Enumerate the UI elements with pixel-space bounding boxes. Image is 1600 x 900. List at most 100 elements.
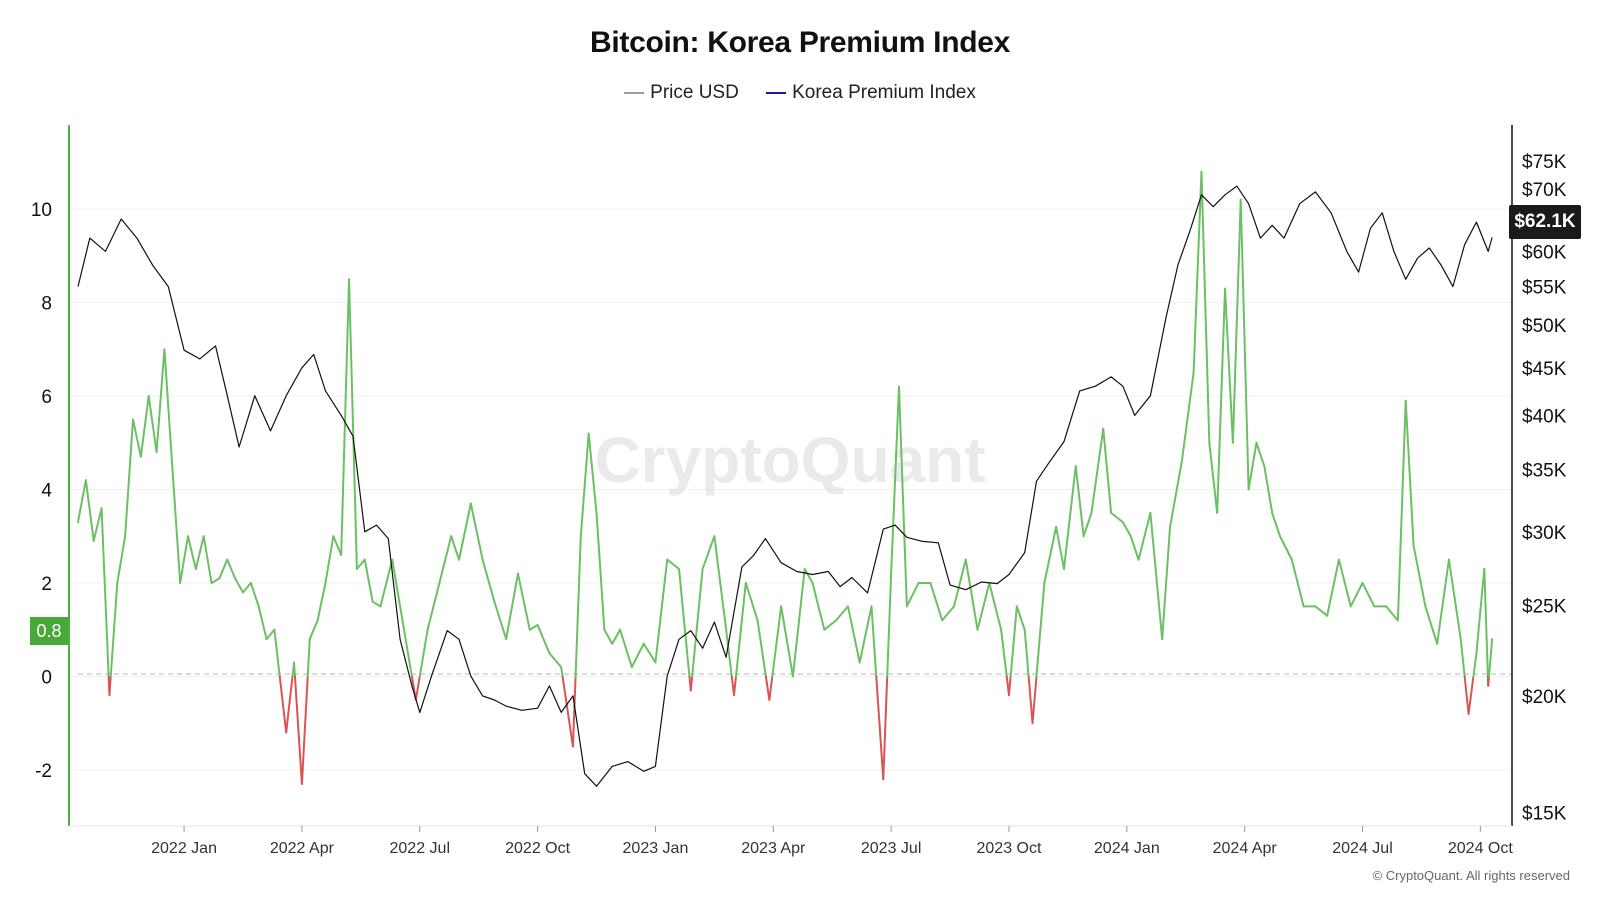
premium-index-segment [1463, 675, 1470, 715]
right-axis-tick-label: $55K [1522, 278, 1567, 299]
premium-index-segment [1349, 581, 1364, 608]
premium-index-segment [571, 675, 577, 748]
legend-swatch-premium [766, 92, 787, 94]
premium-index-segment [1361, 581, 1376, 608]
premium-index-segment [109, 581, 119, 678]
premium-index-segment [1396, 399, 1407, 622]
x-axis-tick-label: 2022 Jan [151, 840, 217, 857]
premium-index-segment [363, 558, 374, 603]
legend-item-premium[interactable]: Korea Premium Index [766, 82, 976, 104]
premium-index-segment [701, 535, 716, 570]
premium-index-segment [147, 395, 158, 454]
premium-index-segment [733, 675, 737, 697]
premium-index-segment [379, 558, 394, 608]
legend-label-price: Price USD [650, 82, 739, 103]
premium-index-segment [678, 567, 691, 678]
x-axis-tick-label: 2024 Apr [1213, 840, 1278, 857]
left-axis-tick-label: -2 [35, 761, 52, 782]
premium-index-segment [505, 572, 519, 641]
premium-index-segment [561, 675, 574, 748]
premium-index-segment [194, 535, 205, 570]
premium-index-segment [1447, 558, 1462, 641]
premium-index-segment [77, 479, 87, 524]
premium-index-segment [595, 511, 606, 631]
right-axis-tick-label: $40K [1522, 406, 1567, 427]
premium-index-segment [171, 465, 182, 584]
premium-index-segment [560, 666, 564, 678]
premium-index-segment [308, 619, 319, 641]
chart-title: Bitcoin: Korea Premium Index [589, 26, 1011, 59]
premium-index-segment [293, 661, 296, 678]
x-axis-tick-label: 2024 Jan [1094, 840, 1160, 857]
premium-index-segment [300, 675, 309, 785]
left-axis-tick-label: 4 [41, 481, 52, 502]
premium-index-segment [139, 395, 150, 458]
legend-swatch-price [624, 92, 645, 94]
premium-index-segment [226, 558, 237, 580]
premium-index-segment [1000, 628, 1008, 678]
left-axis-tick-label: 6 [41, 387, 52, 408]
premium-index-segment [481, 558, 496, 603]
premium-index-segment [791, 567, 806, 678]
premium-index-segment [823, 619, 838, 631]
premium-index-segment [1412, 544, 1427, 608]
premium-index-segment [426, 581, 441, 631]
premium-index-segment [116, 535, 127, 584]
right-axis-tick-label: $70K [1522, 180, 1567, 201]
premium-index-segment [642, 642, 657, 664]
premium-index-segment [1082, 511, 1093, 538]
premium-index-segment [691, 567, 704, 678]
premium-index-segment [929, 581, 944, 622]
premium-index-segment [666, 558, 681, 570]
premium-index-segment [1121, 521, 1132, 538]
premium-index-segment [905, 581, 920, 608]
premium-index-segment [611, 628, 622, 645]
premium-index-segment [1161, 525, 1172, 641]
premium-index-segment [391, 558, 406, 631]
premium-index-segment [780, 605, 794, 678]
premium-index-segment [355, 558, 366, 570]
premium-index-segment [846, 605, 861, 664]
premium-index-segment [1102, 427, 1113, 514]
premium-index-segment [1337, 558, 1352, 608]
premium-index-segment [1472, 652, 1478, 678]
premium-index-segment [941, 605, 955, 622]
premium-index-segment [1487, 675, 1491, 687]
premium-index-segment [1129, 535, 1140, 561]
premium-index-segment [536, 624, 551, 655]
premium-index-segment [1271, 511, 1282, 538]
copyright-footer: © CryptoQuant. All rights reserved [1372, 868, 1570, 883]
premium-index-segment [348, 278, 358, 570]
premium-index-segment [1467, 675, 1475, 715]
premium-index-segment [858, 605, 873, 664]
left-axis-tick-label: 0 [41, 667, 52, 688]
legend-item-price[interactable]: Price USD [624, 82, 739, 104]
x-axis-tick-label: 2023 Jul [861, 840, 922, 857]
legend: Price USD Korea Premium Index [0, 78, 1600, 104]
price-usd-line [77, 185, 1493, 787]
premium-index-segment [725, 628, 733, 678]
watermark: CryptoQuant [594, 424, 985, 496]
premium-index-segment [1023, 628, 1030, 678]
premium-index-segment [124, 418, 134, 538]
premium-index-segment [340, 278, 351, 556]
premium-index-segment [1027, 675, 1034, 725]
premium-index-segment [293, 675, 303, 785]
premium-index-segment [771, 605, 783, 678]
premium-index-segment [108, 675, 112, 697]
premium-index-segment [210, 577, 221, 584]
premium-index-segment [528, 624, 539, 631]
premium-index-segment [1263, 465, 1274, 514]
premium-index-segment [332, 535, 343, 556]
premium-index-segment [1169, 460, 1183, 528]
left-axis-tick-label: 2 [41, 574, 52, 595]
premium-index-segment [1090, 427, 1105, 514]
premium-index-segment [1385, 605, 1399, 622]
premium-index-segment [285, 675, 294, 734]
premium-index-segment [1216, 287, 1227, 514]
premium-index-segment [316, 581, 327, 622]
premium-index-segment [890, 385, 900, 575]
right-axis-tick-label: $15K [1522, 803, 1567, 824]
premium-index-segment [1180, 371, 1195, 463]
